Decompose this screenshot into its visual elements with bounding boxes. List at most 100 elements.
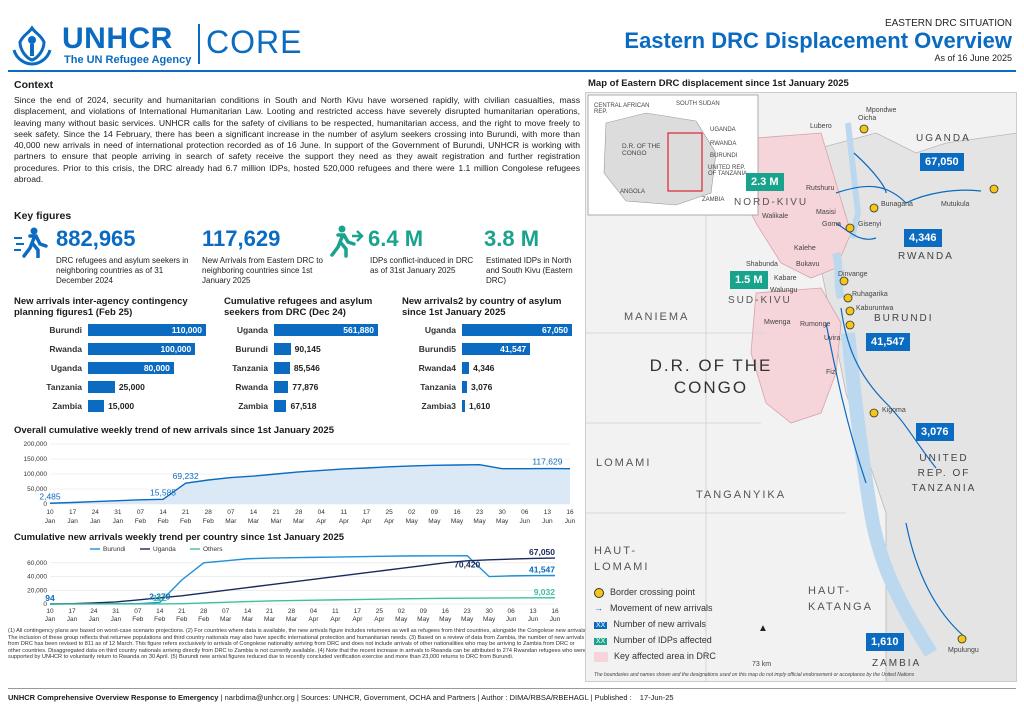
x-tick-label: 09 — [420, 608, 428, 615]
footer: UNHCR Comprehensive Overview Response to… — [8, 693, 1016, 702]
x-tick-label: 24 — [90, 608, 98, 615]
data-label: 2,279 — [149, 591, 171, 601]
bar-category-label: Burundi — [49, 325, 82, 335]
place-bukavu: Bukavu — [796, 261, 820, 268]
x-tick-label: Apr — [308, 616, 319, 623]
arrivals-box-burundi: 41,547 — [866, 333, 910, 351]
place-masisi: Masisi — [816, 209, 836, 216]
x-tick-label: 31 — [114, 509, 122, 516]
displacement-map[interactable]: CENTRAL AFRICAN REP. SOUTH SUDAN D.R. OF… — [585, 92, 1017, 682]
bar — [88, 362, 174, 374]
map-scale: 73 km — [752, 661, 772, 668]
refugee-run-icon — [14, 227, 48, 258]
inset-label-car: CENTRAL AFRICAN REP. — [594, 103, 650, 115]
crossing-ruhagarika-2-icon[interactable] — [845, 320, 855, 330]
bar-category-label: Rwanda4 — [418, 363, 456, 373]
crossing-mutukula-icon[interactable] — [989, 184, 999, 194]
context-heading: Context — [14, 79, 54, 91]
place-goma: Goma — [822, 221, 842, 228]
data-label: 94 — [45, 593, 55, 603]
header-rule — [8, 70, 1016, 72]
inset-label-zambia: ZAMBIA — [702, 197, 725, 203]
crossing-kaburuntwa-icon[interactable] — [845, 306, 855, 316]
bar-row: Burundi 110,000 — [14, 324, 214, 338]
bar-value-label: 90,145 — [294, 344, 321, 354]
country-trend-chart-title: Cumulative new arrivals weekly trend per… — [14, 532, 345, 543]
legend-affected-area: Key affected area in DRC — [594, 651, 716, 662]
footer-sources: | narbdima@unhcr.org | Sources: UNHCR, G… — [218, 693, 632, 702]
x-tick-label: Mar — [248, 518, 260, 525]
x-tick-label: Jan — [45, 616, 56, 623]
crossing-bunagana-icon[interactable] — [869, 203, 879, 213]
map-title: Map of Eastern DRC displacement since 1s… — [588, 78, 849, 89]
kf-idps-label: IDPs conflict-induced in DRC as of 31st … — [370, 256, 474, 275]
x-tick-label: Apr — [330, 616, 341, 623]
x-tick-label: 07 — [227, 509, 235, 516]
x-tick-label: 21 — [272, 509, 280, 516]
place-walikale: Walikale — [762, 213, 789, 220]
crossing-ruhagarika-icon[interactable] — [843, 293, 853, 303]
area-fill — [50, 464, 570, 504]
x-tick-label: 25 — [386, 509, 394, 516]
legend-label: Burundi — [103, 546, 125, 553]
bar-row: Zambia3 1,610 — [402, 400, 582, 414]
x-tick-label: 02 — [398, 608, 406, 615]
place-fizi: Fizi — [826, 369, 837, 376]
y-tick-label: 150,000 — [24, 456, 48, 463]
place-gisenyi: Gisenyi — [858, 221, 882, 228]
x-tick-label: 17 — [69, 509, 77, 516]
bar-row: Zambia 67,518 — [224, 400, 384, 414]
x-tick-label: 30 — [499, 509, 507, 516]
bar — [274, 381, 289, 393]
place-dinvange: Dinvange — [838, 271, 868, 278]
x-tick-label: Mar — [264, 616, 276, 623]
x-tick-label: Feb — [135, 518, 147, 525]
kf-refugees-value: 882,965 — [56, 226, 136, 251]
bar-value-label: 110,000 — [171, 325, 202, 335]
data-label: 117,629 — [532, 457, 562, 467]
bar — [274, 343, 291, 355]
bar-value-label: 85,546 — [293, 363, 320, 373]
bar — [88, 381, 115, 393]
country-trend-line-chart: 60,000 40,000 20,000 0 Burundi Uganda Others 10… — [27, 546, 561, 623]
x-tick-label: 23 — [464, 608, 472, 615]
x-tick-label: Jun — [565, 518, 576, 525]
region-sud-kivu: SUD-KIVU — [728, 295, 792, 306]
bar-value-label: 67,050 — [542, 325, 568, 335]
x-tick-label: 14 — [244, 608, 252, 615]
page-title: Eastern DRC Displacement Overview — [624, 28, 1012, 53]
x-tick-label: 07 — [137, 509, 145, 516]
x-tick-label: 28 — [200, 608, 208, 615]
inset-label-south-sudan: SOUTH SUDAN — [676, 101, 720, 107]
place-shabunda: Shabunda — [746, 261, 778, 268]
x-tick-label: 09 — [431, 509, 439, 516]
country-rwanda: RWANDA — [898, 251, 954, 262]
idp-box-nord-kivu: 2.3 M — [746, 173, 784, 191]
place-lubero: Lubero — [810, 123, 832, 130]
region-tanganyika: TANGANYIKA — [696, 489, 787, 501]
bar-value-label: 4,346 — [473, 363, 495, 373]
bar-category-label: Rwanda — [235, 382, 268, 392]
bar-value-label: 561,880 — [343, 325, 374, 335]
crossing-kigoma-icon[interactable] — [869, 408, 879, 418]
crossing-mpondwe-icon[interactable] — [859, 124, 869, 134]
crossing-dinvange-icon[interactable] — [839, 276, 849, 286]
x-tick-label: Jan — [89, 616, 100, 623]
y-tick-label: 60,000 — [27, 560, 47, 567]
place-walungu: Walungu — [770, 287, 798, 294]
x-tick-label: 11 — [332, 608, 339, 615]
x-tick-label: 17 — [354, 608, 362, 615]
x-tick-label: Jun — [542, 518, 553, 525]
bar-row: Uganda 561,880 — [224, 324, 384, 338]
brand-subtitle: The UN Refugee Agency — [64, 54, 192, 66]
x-tick-label: Jan — [113, 518, 124, 525]
x-tick-label: May — [461, 616, 474, 623]
unhcr-logo: UNHCR The UN Refugee Agency CORE — [8, 20, 428, 68]
crossing-gisenyi-icon[interactable] — [845, 223, 855, 233]
bar-row: Tanzania 25,000 — [14, 381, 214, 395]
x-tick-label: Feb — [198, 616, 210, 623]
x-tick-label: Mar — [225, 518, 237, 525]
footer-title: UNHCR Comprehensive Overview Response to… — [8, 693, 219, 702]
x-tick-label: Jan — [67, 616, 78, 623]
crossing-mpulungu-icon[interactable] — [957, 634, 967, 644]
